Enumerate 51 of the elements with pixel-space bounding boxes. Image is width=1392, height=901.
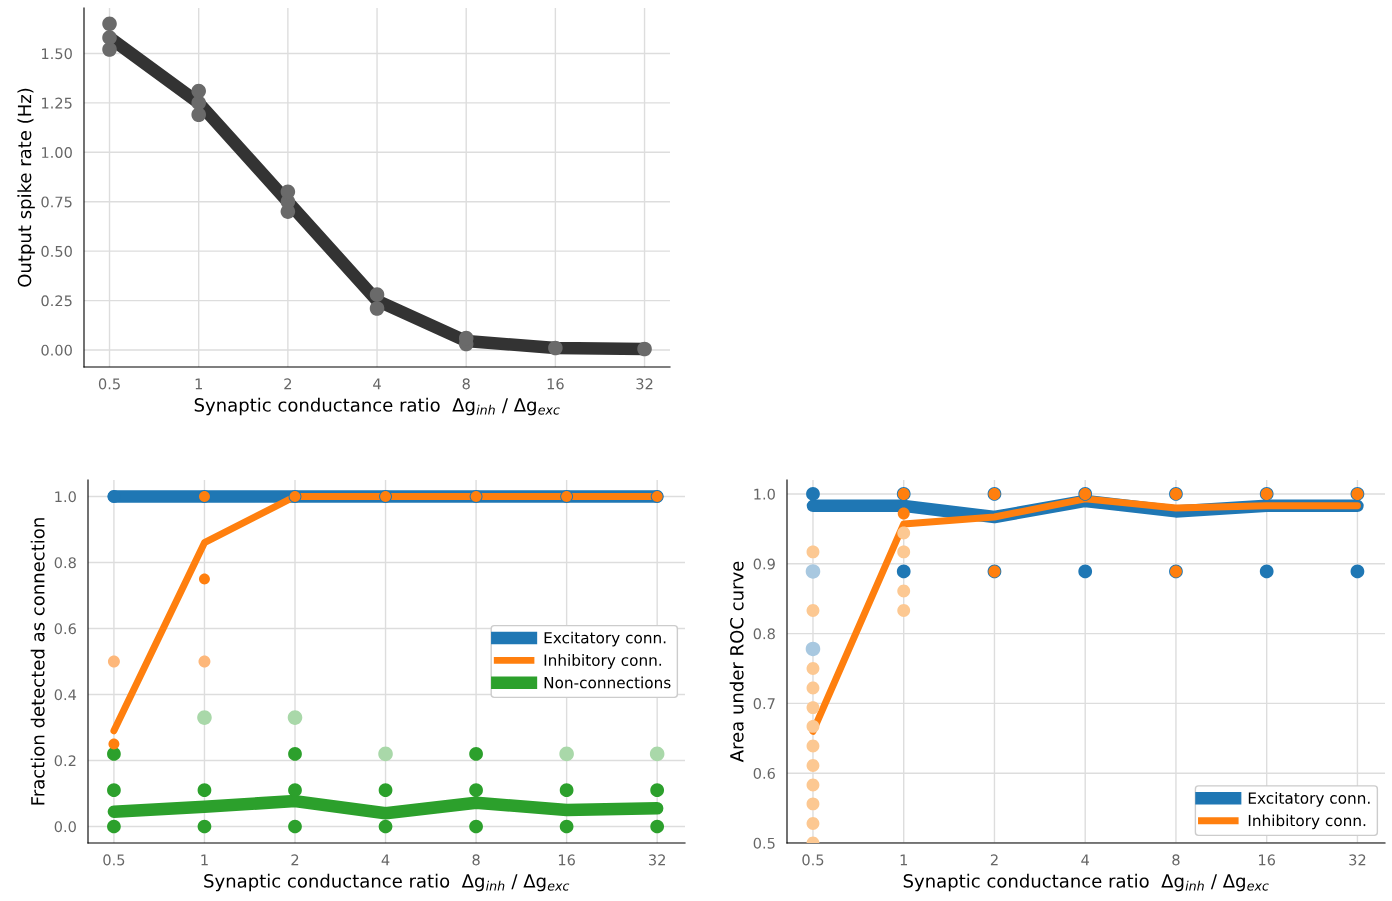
legend-label: Non-connections [544, 676, 671, 689]
x-tick-label: 32 [649, 854, 665, 866]
y-tick-label: 1.0 [754, 488, 775, 500]
x-tick-label: 4 [373, 378, 381, 390]
y-tick-label: 0.2 [54, 755, 76, 767]
y-tick-label: 0.7 [753, 698, 775, 710]
y-tick-label: 0.6 [753, 767, 775, 779]
x-tick-label: 32 [636, 378, 653, 390]
y-tick-label: 1.50 [42, 48, 72, 60]
x-tick-label: 1 [900, 854, 908, 866]
y-tick-label: 0.8 [753, 628, 775, 640]
x-tick-label: 2 [284, 378, 292, 390]
x-tick-label: 32 [1349, 854, 1366, 866]
x-axis-title: Synaptic conductance ratio Δg$_{inh}$ / Δg$_{exc}$ [903, 873, 1269, 892]
x-tick-label: 8 [1172, 854, 1180, 866]
x-tick-label: 2 [990, 854, 998, 866]
x-tick-label: 2 [291, 854, 299, 866]
x-tick-label: 0.5 [103, 854, 125, 866]
y-tick-label: 0.75 [41, 196, 72, 208]
legend-label: Excitatory conn. [544, 631, 666, 647]
y-tick-label: 0.25 [41, 295, 72, 307]
legend-label: Inhibitory conn. [544, 654, 662, 669]
y-tick-label: 0.00 [41, 344, 72, 356]
x-tick-label: 0.5 [98, 378, 120, 390]
legend-label: Excitatory conn. [1248, 792, 1370, 807]
x-tick-label: 8 [462, 378, 470, 390]
x-tick-label: 16 [547, 378, 564, 390]
y-axis-title: Area under ROC curve [729, 561, 744, 763]
y-axis-title: Fraction detected as connection [30, 518, 45, 805]
x-tick-label: 0.5 [802, 854, 824, 866]
y-axis-title: Output spike rate (Hz) [17, 88, 35, 287]
x-tick-label: 4 [1081, 854, 1090, 866]
y-tick-label: 0.5 [753, 837, 775, 849]
y-tick-label: 1.25 [42, 97, 72, 109]
y-tick-label: 0.50 [41, 245, 72, 257]
y-tick-label: 1.00 [42, 147, 72, 159]
x-tick-label: 8 [472, 854, 480, 866]
x-tick-label: 1 [195, 378, 202, 390]
x-axis-title: Synaptic conductance ratio Δg$_{inh}$ / Δg$_{exc}$ [204, 873, 570, 892]
x-tick-label: 16 [558, 854, 575, 866]
y-tick-label: 0.0 [54, 821, 76, 833]
legend-label: Inhibitory conn. [1248, 814, 1366, 830]
y-tick-label: 0.9 [753, 558, 775, 570]
x-tick-label: 16 [1259, 854, 1276, 866]
y-tick-label: 0.4 [54, 689, 77, 701]
y-tick-label: 1.0 [55, 491, 76, 503]
y-tick-label: 0.6 [54, 623, 76, 635]
y-tick-label: 0.8 [54, 557, 76, 569]
x-axis-title: Synaptic conductance ratio Δg$_{inh}$ / Δg$_{exc}$ [194, 397, 560, 416]
x-tick-label: 1 [201, 854, 208, 866]
x-tick-label: 4 [381, 854, 390, 866]
